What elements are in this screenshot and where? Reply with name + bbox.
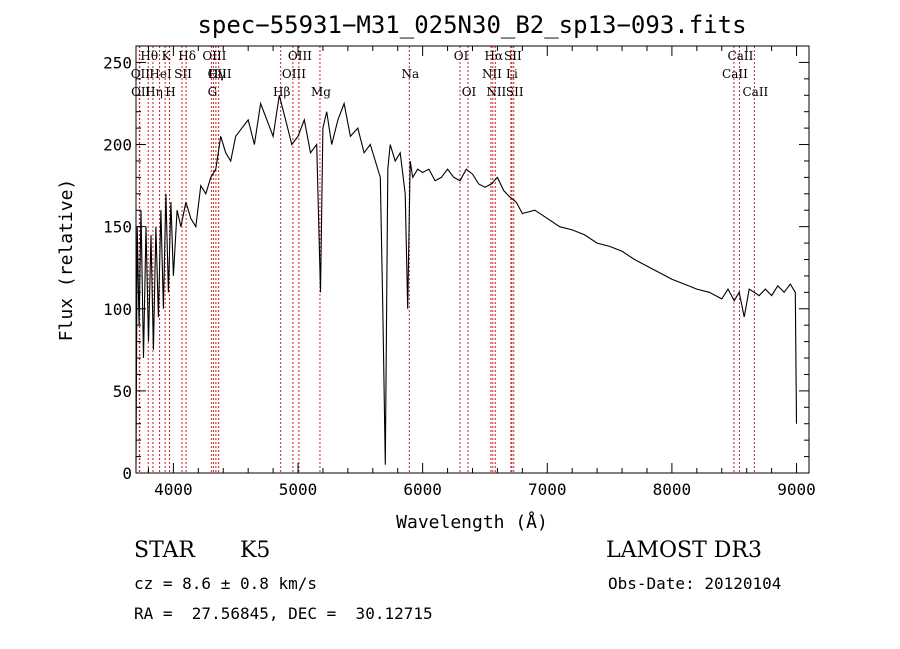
- line-label-6: H: [165, 85, 175, 99]
- line-label-4: HeI: [149, 67, 172, 81]
- y-tick-label-1: 50: [113, 382, 132, 401]
- x-axis-label: Wavelength (Å): [396, 511, 548, 533]
- line-label-14: OIII: [282, 67, 306, 81]
- x-tick-label-5: 9000: [777, 480, 816, 499]
- y-tick-label-3: 150: [103, 218, 132, 237]
- line-label-13: Hβ: [273, 85, 290, 99]
- line-label-23: Li: [506, 67, 518, 81]
- line-label-16: Mg: [311, 85, 331, 99]
- y-tick-label-4: 200: [103, 136, 132, 155]
- chart-title: spec−55931−M31_025N30_B2_sp13−093.fits: [197, 11, 746, 39]
- x-tick-label-0: 4000: [154, 480, 193, 499]
- line-label-15: OIII: [288, 49, 312, 63]
- line-label-22: NII: [486, 85, 506, 99]
- line-label-8: Hδ: [178, 49, 196, 63]
- observation-date: Obs-Date: 20120104: [608, 574, 782, 593]
- line-label-21: Hα: [485, 49, 504, 63]
- x-axis: 4000 5000 6000 7000 8000 9000: [147, 46, 816, 499]
- object-subclass: K5: [240, 538, 271, 563]
- object-class: STAR: [134, 538, 195, 563]
- line-label-19: OI: [462, 85, 477, 99]
- line-label-17: Na: [401, 67, 419, 81]
- x-tick-label-1: 5000: [279, 480, 318, 499]
- line-label-28: CaII: [742, 85, 768, 99]
- y-axis-label: Flux (relative): [56, 179, 77, 342]
- spectrum-series-line: [135, 95, 798, 465]
- line-label-25: SII: [506, 85, 524, 99]
- line-label-26: CaII: [722, 67, 748, 81]
- y-tick-label-2: 100: [103, 300, 132, 319]
- ra-dec: RA = 27.56845, DEC = 30.12715: [134, 604, 433, 623]
- line-label-3: Hη: [145, 85, 163, 99]
- line-label-18: OI: [454, 49, 469, 63]
- redshift-cz: cz = 8.6 ± 0.8 km/s: [134, 574, 318, 593]
- x-tick-label-3: 7000: [528, 480, 567, 499]
- emission-line-labels: HθOIIOIIHηHeIKHSIIHδGOIIIHγOIIIHβOIIIOII…: [131, 49, 769, 99]
- survey-name: LAMOST DR3: [606, 538, 762, 563]
- line-label-20: NII: [482, 67, 502, 81]
- spectrum-chart: spec−55931−M31_025N30_B2_sp13−093.fits H…: [56, 11, 816, 533]
- line-label-24: SII: [504, 49, 522, 63]
- y-tick-label-0: 0: [122, 464, 132, 483]
- line-label-10: OIII: [202, 49, 226, 63]
- emission-line-markers: [138, 46, 755, 473]
- line-label-11: Hγ: [208, 67, 226, 81]
- x-tick-label-4: 8000: [653, 480, 692, 499]
- line-label-27: CaII: [728, 49, 754, 63]
- x-tick-label-2: 6000: [403, 480, 442, 499]
- y-tick-label-5: 250: [103, 53, 132, 72]
- line-label-7: SII: [174, 67, 192, 81]
- line-label-9: G: [208, 85, 218, 99]
- line-label-5: K: [162, 49, 172, 63]
- plot-frame: [135, 45, 810, 474]
- line-label-12: OIII: [208, 67, 232, 81]
- y-axis: 0 50 100 150 200 250: [103, 53, 809, 483]
- line-label-0: Hθ: [140, 49, 158, 63]
